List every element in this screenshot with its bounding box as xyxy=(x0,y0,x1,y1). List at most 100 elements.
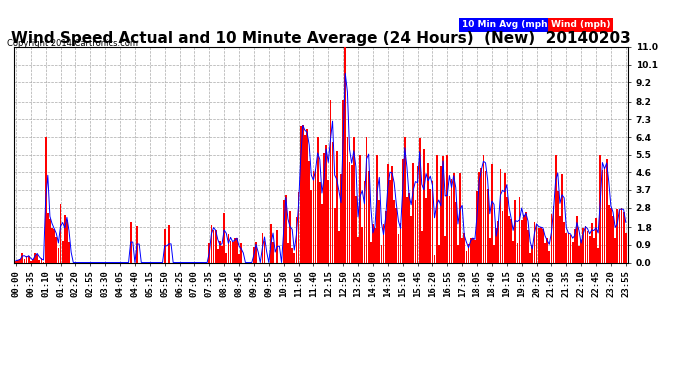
Bar xyxy=(425,198,427,262)
Bar xyxy=(474,240,476,262)
Bar xyxy=(476,191,478,262)
Bar xyxy=(232,242,233,262)
Bar xyxy=(529,253,531,262)
Bar xyxy=(604,167,605,262)
Bar xyxy=(527,230,529,262)
Bar xyxy=(381,245,382,262)
Bar xyxy=(555,154,557,262)
Bar xyxy=(285,195,286,262)
Bar xyxy=(421,231,423,262)
Bar xyxy=(618,210,620,262)
Bar xyxy=(30,261,32,262)
Bar xyxy=(448,196,451,262)
Bar xyxy=(546,238,548,262)
Bar xyxy=(510,219,512,262)
Bar xyxy=(521,220,522,262)
Bar xyxy=(340,174,342,262)
Bar xyxy=(574,230,575,262)
Bar xyxy=(287,243,288,262)
Bar xyxy=(451,179,453,262)
Bar xyxy=(23,259,26,262)
Bar xyxy=(391,166,393,262)
Bar xyxy=(489,238,491,262)
Bar xyxy=(406,197,408,262)
Bar xyxy=(310,190,312,262)
Bar xyxy=(438,245,440,262)
Bar xyxy=(374,228,376,262)
Bar xyxy=(457,246,459,262)
Bar xyxy=(557,191,559,262)
Bar xyxy=(308,160,310,262)
Bar xyxy=(168,225,170,262)
Bar xyxy=(62,242,63,262)
Bar xyxy=(289,211,291,262)
Bar xyxy=(15,261,17,262)
Text: Copyright 2014 Cartronics.com: Copyright 2014 Cartronics.com xyxy=(7,39,138,48)
Bar xyxy=(234,238,236,262)
Bar xyxy=(272,242,274,262)
Bar xyxy=(393,200,395,262)
Bar xyxy=(610,208,612,262)
Bar xyxy=(366,137,367,262)
Bar xyxy=(495,228,497,262)
Bar xyxy=(41,258,42,262)
Bar xyxy=(338,231,339,262)
Bar xyxy=(502,211,504,262)
Bar xyxy=(37,254,38,262)
Bar xyxy=(470,238,471,262)
Bar xyxy=(572,242,573,262)
Bar xyxy=(591,224,593,262)
Bar xyxy=(423,149,425,262)
Bar xyxy=(368,171,370,262)
Bar xyxy=(415,200,416,262)
Bar xyxy=(370,242,372,262)
Bar xyxy=(482,154,484,262)
Bar xyxy=(295,217,297,262)
Bar xyxy=(236,238,238,262)
Bar xyxy=(376,154,378,262)
Bar xyxy=(559,216,561,262)
Bar xyxy=(464,233,465,262)
Bar xyxy=(60,204,61,262)
Bar xyxy=(372,224,374,262)
Bar xyxy=(357,237,359,262)
Bar xyxy=(434,255,435,262)
Bar xyxy=(344,47,346,262)
Bar xyxy=(364,181,365,262)
Bar xyxy=(336,151,337,262)
Bar xyxy=(436,154,437,262)
Bar xyxy=(551,214,552,262)
Bar xyxy=(608,204,610,262)
Bar xyxy=(304,135,306,262)
Title: Wind Speed Actual and 10 Minute Average (24 Hours)  (New)  20140203: Wind Speed Actual and 10 Minute Average … xyxy=(11,31,631,46)
Bar xyxy=(385,211,386,262)
Bar xyxy=(480,168,482,262)
Bar xyxy=(230,241,231,262)
Bar xyxy=(561,174,563,262)
Bar xyxy=(328,180,329,262)
Bar xyxy=(313,171,314,262)
Bar xyxy=(32,259,34,262)
Bar xyxy=(453,173,455,262)
Bar xyxy=(270,224,272,262)
Bar xyxy=(563,222,565,262)
Bar xyxy=(582,228,584,262)
Bar xyxy=(517,243,518,262)
Bar xyxy=(593,238,595,262)
Bar xyxy=(533,222,535,262)
Bar xyxy=(238,254,240,262)
Bar xyxy=(578,246,580,262)
Bar xyxy=(255,242,257,262)
Bar xyxy=(491,164,493,262)
Bar xyxy=(411,216,412,262)
Bar xyxy=(400,223,402,262)
Bar xyxy=(262,233,264,262)
Bar xyxy=(210,225,213,262)
Bar xyxy=(484,171,486,262)
Bar xyxy=(417,165,418,262)
Bar xyxy=(291,248,293,262)
Bar xyxy=(565,233,567,262)
Bar xyxy=(221,246,223,262)
Bar xyxy=(512,242,514,262)
Bar xyxy=(264,241,266,262)
